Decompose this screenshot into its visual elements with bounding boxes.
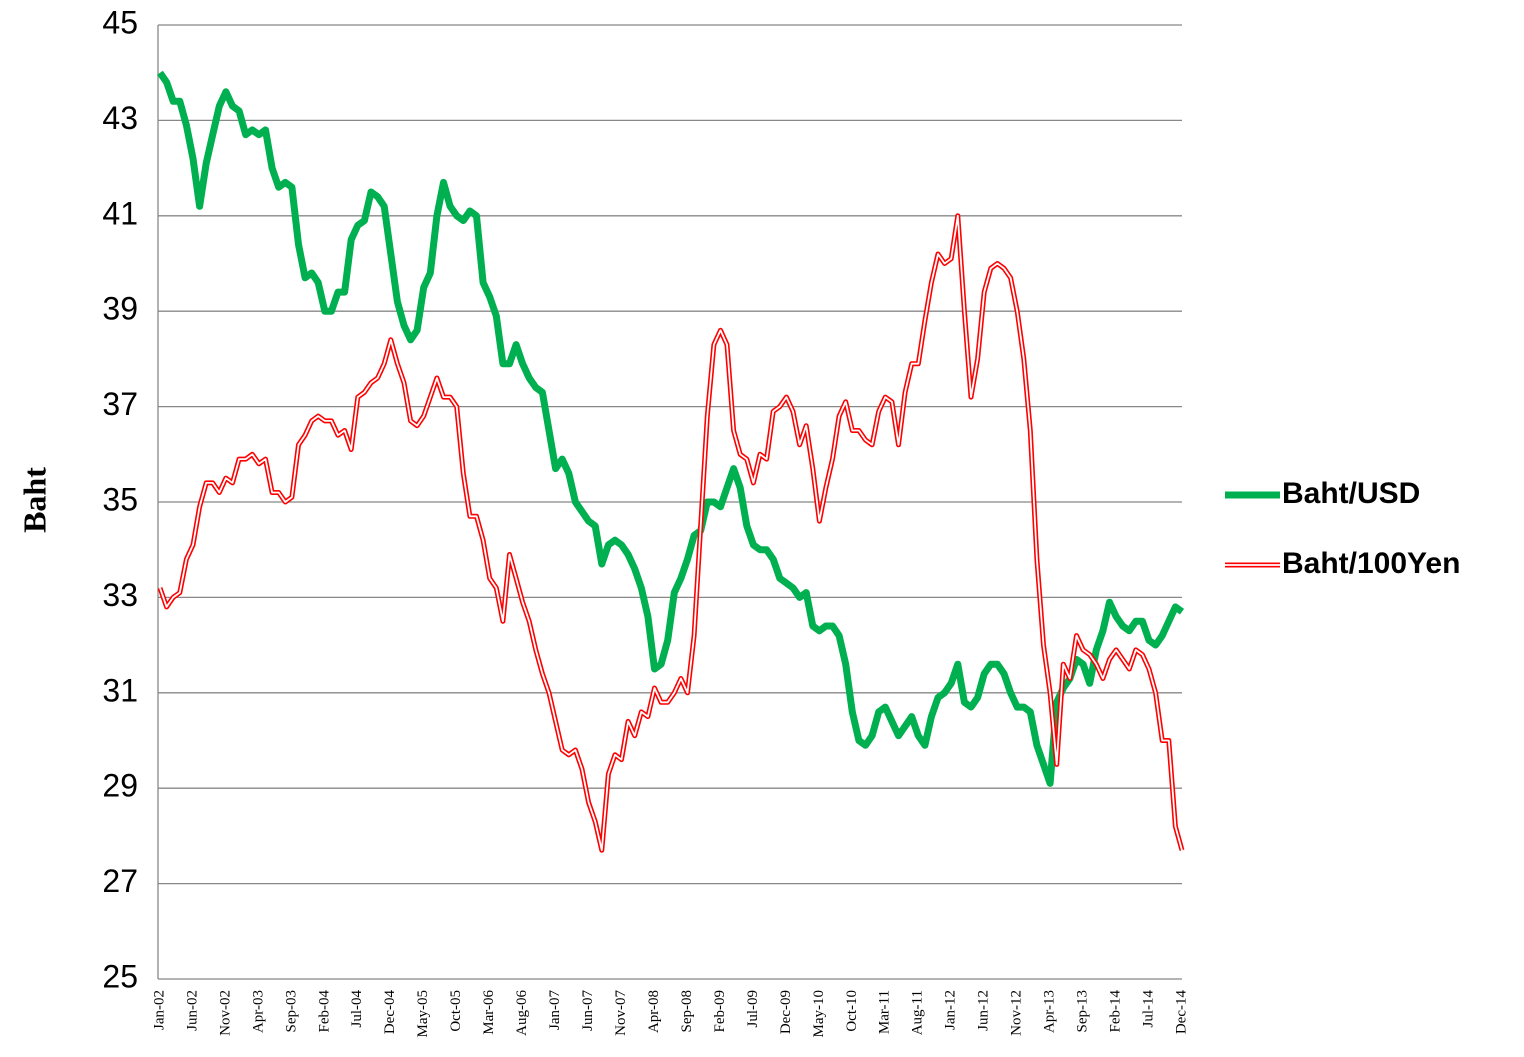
x-tick-label: Feb-09: [712, 990, 728, 1033]
x-tick-label: Jan-12: [943, 990, 959, 1030]
x-tick-label: Sep-13: [1075, 990, 1091, 1033]
x-tick-label: Apr-03: [250, 990, 266, 1033]
x-tick-label: Sep-08: [679, 990, 695, 1033]
x-tick-label: Mar-11: [877, 990, 893, 1034]
y-tick-label: 33: [102, 577, 138, 613]
x-tick-label: Jan-02: [151, 990, 167, 1030]
x-tick-label: Aug-11: [910, 990, 926, 1035]
x-tick-label: Sep-03: [283, 990, 299, 1033]
series-line: [157, 70, 1185, 787]
x-tick-label: Jun-02: [184, 990, 200, 1031]
y-tick-label: 27: [102, 863, 138, 899]
x-tick-label: Dec-09: [778, 990, 794, 1034]
y-tick-label: 45: [102, 4, 138, 40]
x-tick-label: Mar-06: [481, 990, 497, 1035]
x-tick-label: Aug-06: [514, 990, 530, 1036]
x-tick-label: Oct-05: [448, 990, 464, 1032]
x-tick-label: Nov-07: [613, 990, 629, 1036]
y-tick-label: 25: [102, 958, 138, 994]
y-tick-label: 43: [102, 100, 138, 136]
y-tick-label: 35: [102, 481, 138, 517]
x-tick-label: Jul-04: [349, 990, 365, 1028]
x-tick-label: Dec-14: [1173, 990, 1189, 1035]
x-tick-label: Nov-02: [217, 990, 233, 1036]
x-tick-label: Jul-14: [1140, 990, 1156, 1028]
x-tick-label: Feb-04: [316, 990, 332, 1033]
y-tick-label: 29: [102, 768, 138, 804]
x-tick-label: Nov-12: [1009, 990, 1025, 1036]
x-tick-label: Apr-08: [646, 990, 662, 1033]
series-line-inner: [159, 214, 1183, 852]
y-axis-label: Baht: [16, 467, 52, 533]
y-tick-label: 31: [102, 672, 138, 708]
x-tick-label: Apr-13: [1042, 990, 1058, 1033]
y-tick-label: 39: [102, 291, 138, 327]
legend-label: Baht/USD: [1282, 477, 1420, 510]
x-tick-label: Jan-07: [547, 990, 563, 1030]
x-tick-label: May-05: [415, 990, 431, 1038]
x-tick-label: Dec-04: [382, 990, 398, 1035]
y-tick-label: 37: [102, 386, 138, 422]
legend-label: Baht/100Yen: [1282, 547, 1460, 580]
x-tick-label: Feb-14: [1108, 990, 1124, 1033]
y-tick-label: 41: [102, 195, 138, 231]
x-tick-label: Oct-10: [844, 990, 860, 1032]
x-tick-label: Jun-07: [580, 990, 596, 1031]
x-tick-label: May-10: [811, 990, 827, 1038]
x-tick-label: Jul-09: [745, 990, 761, 1028]
x-tick-label: Jun-12: [976, 990, 992, 1031]
